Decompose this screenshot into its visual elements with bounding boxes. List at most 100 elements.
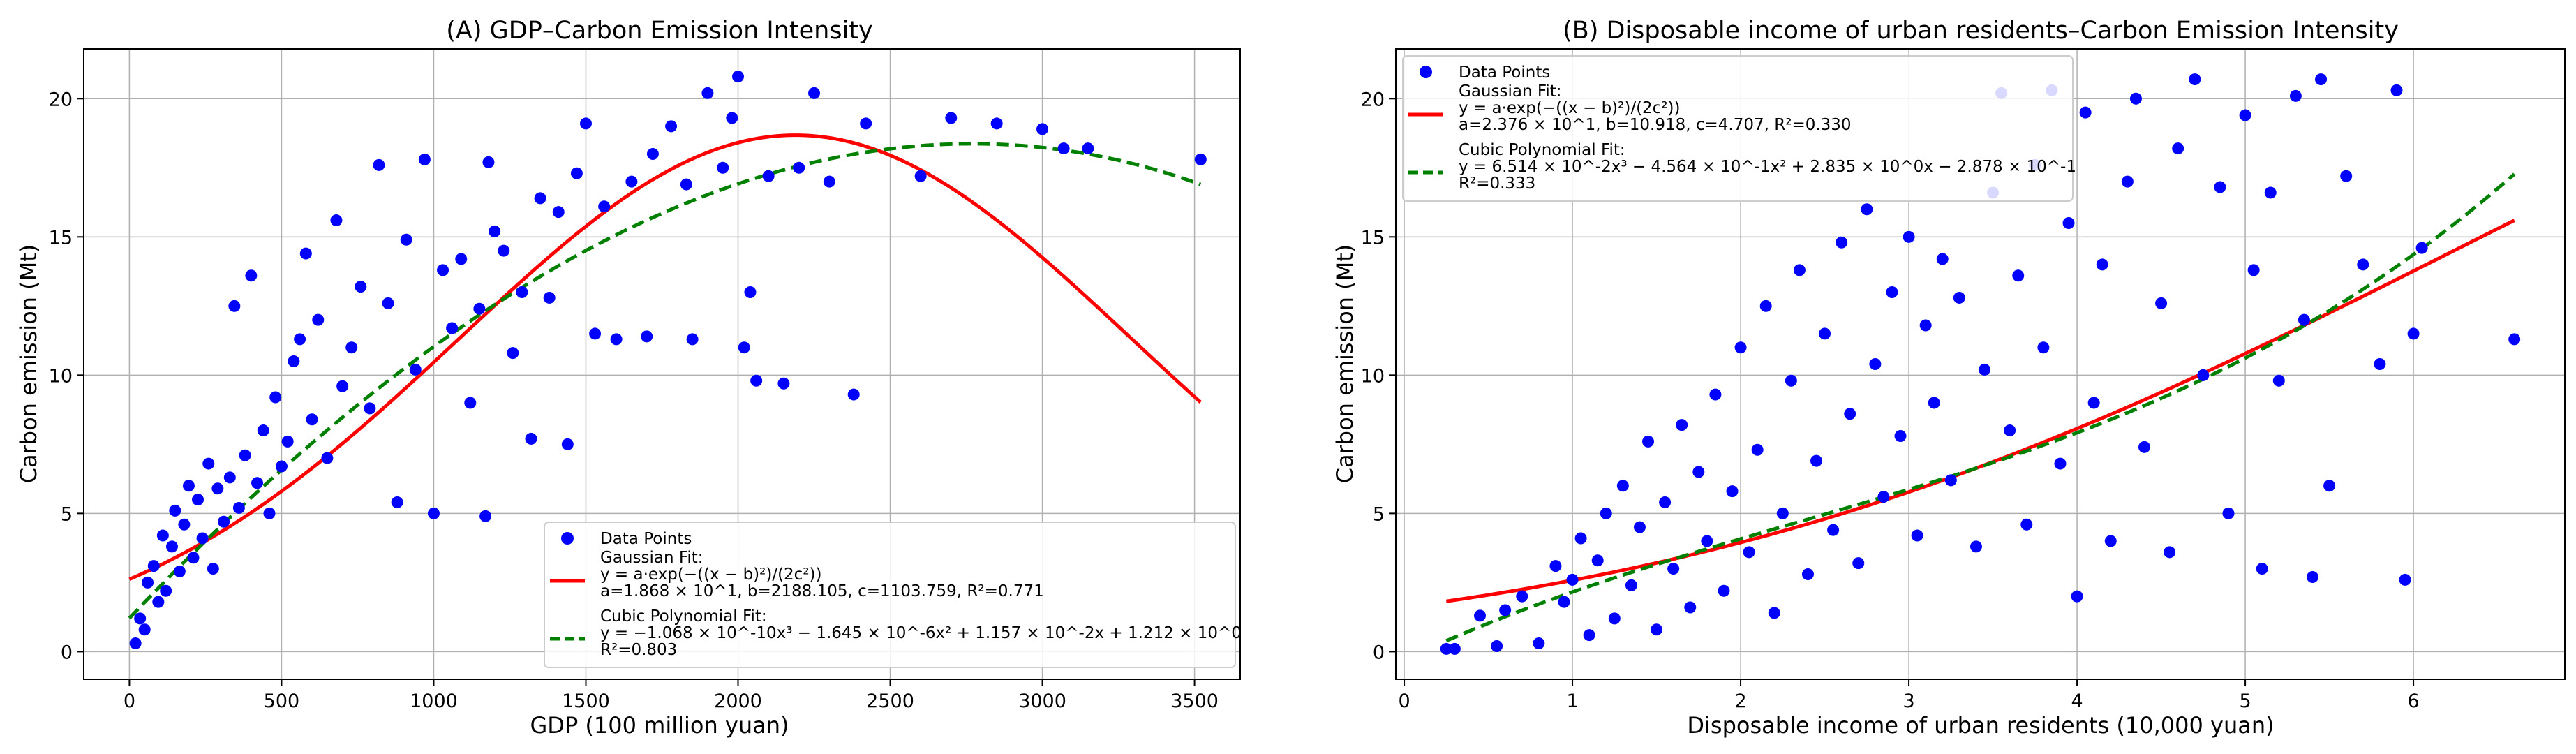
panel-a-data-point: [263, 507, 276, 519]
panel-a: (A) GDP–Carbon Emission Intensity 0 500 10…: [15, 17, 1242, 739]
panel-b-data-point: [2121, 175, 2134, 188]
panel-a-data-point: [686, 333, 699, 346]
panel-b-data-point: [1600, 507, 1612, 519]
panel-b-legend-points-label: Data Points: [1459, 64, 1550, 82]
panel-b-data-point: [1709, 388, 1722, 401]
panel-a-y-tick-label: 10: [49, 365, 73, 387]
panel-b-data-point: [1625, 579, 1637, 591]
panel-a-data-point: [437, 264, 449, 276]
panel-b-data-point: [2289, 89, 2302, 102]
panel-b-data-point: [1718, 584, 1730, 597]
panel-b-data-point: [1692, 466, 1705, 478]
panel-a-y-tick-label: 5: [61, 503, 73, 525]
panel-b-data-point: [1801, 568, 1814, 580]
panel-b-data-point: [1810, 454, 1823, 467]
panel-a-data-point: [732, 71, 745, 83]
panel-b-legend-marker-points: [1420, 66, 1432, 78]
panel-a-y-label: Carbon emission (Mt): [15, 244, 42, 484]
panel-b-data-point: [1549, 560, 1562, 572]
panel-b-legend-cubic-equation: y = 6.514 × 10^-2x³ − 4.564 × 10^-1x² + …: [1459, 158, 2076, 176]
panel-b-x-tick-label: 6: [2407, 690, 2419, 712]
panel-b-gaussian-name: Gaussian Fit: [1459, 82, 1556, 101]
panel-a-data-point: [1057, 142, 1070, 155]
panel-a-data-point: [299, 247, 312, 260]
panel-a-data-point: [382, 297, 394, 309]
panel-a-x-tick-label: 1500: [562, 690, 610, 712]
panel-b-data-point: [2306, 570, 2318, 583]
panel-a-x-tick-label: 2500: [866, 690, 914, 712]
panel-b-data-point: [1583, 629, 1595, 642]
panel-b-fit-lines: [1445, 172, 2516, 643]
panel-a-data-point: [156, 529, 169, 542]
panel-a-legend-cubic-r2: R²=0.803: [600, 641, 677, 659]
panel-a-gaussian-fit-line: [128, 133, 1202, 581]
panel-b-data-point: [1533, 637, 1545, 650]
panel-a-data-point: [269, 391, 282, 404]
panel-a-data-point: [464, 397, 477, 409]
panel-b-data-point: [1734, 341, 1747, 354]
panel-b-data-point: [1911, 529, 1923, 542]
panel-b-data-point: [2415, 242, 2428, 254]
panel-a-x-tick-label: 3000: [1018, 690, 1066, 712]
panel-b-data-point: [2197, 369, 2210, 381]
panel-a-data-point: [232, 501, 245, 514]
panel-b-data-point: [1474, 609, 1487, 622]
panel-b-data-point: [1676, 419, 1688, 431]
panel-a-data-point: [173, 566, 186, 578]
panel-a-data-point: [914, 170, 927, 182]
panel-a-data-point: [482, 156, 495, 168]
panel-b-x-tick-label: 1: [1566, 690, 1578, 712]
panel-a-data-point: [860, 117, 872, 130]
panel-a-data-point: [245, 269, 258, 282]
panel-a-data-point: [400, 233, 412, 246]
panel-a-data-point: [294, 333, 306, 346]
panel-a-data-point: [717, 161, 729, 174]
panel-a-data-point: [355, 281, 367, 293]
panel-a-data-point: [646, 148, 659, 160]
panel-a-data-point: [1194, 153, 1207, 165]
panel-a-data-point: [207, 563, 219, 575]
panel-a-data-point: [321, 452, 334, 464]
panel-b: (B) Disposable income of urban residents…: [1332, 17, 2566, 739]
panel-a-data-point: [641, 330, 653, 343]
panel-b-ticks: 0 1 2 3 4 5 6 0 5 10 15 20: [1361, 89, 2420, 712]
panel-a-data-point: [239, 449, 251, 461]
panel-a-data-point: [479, 510, 492, 522]
panel-a-data-point: [680, 178, 692, 191]
panel-a-data-point: [579, 117, 592, 130]
panel-b-y-label: Carbon emission (Mt): [1332, 244, 1358, 484]
panel-a-ticks: 0 500 1000 1500 2000 2500 3000 3500 0 5 10 15 20: [49, 89, 1219, 712]
panel-b-y-tick-label: 20: [1361, 89, 1385, 110]
panel-b-data-point: [1793, 264, 1806, 276]
panel-b-data-point: [2096, 258, 2108, 271]
panel-a-data-point: [192, 494, 204, 506]
panel-a-data-point: [373, 158, 385, 171]
panel-b-data-point: [1936, 253, 1949, 265]
panel-b-data-point: [1819, 327, 1831, 340]
panel-b-data-point: [1616, 480, 1629, 492]
panel-a-data-point: [306, 413, 318, 426]
panel-b-data-point: [1852, 557, 1865, 570]
panel-a-data-point: [543, 291, 556, 304]
panel-a-data-point: [129, 637, 142, 650]
panel-a-data-point: [211, 482, 224, 495]
panel-a-data-point: [134, 612, 147, 625]
panel-b-data-point: [1499, 604, 1512, 616]
panel-b-title: (B) Disposable income of urban residents…: [1563, 17, 2399, 45]
panel-a-data-point: [160, 584, 172, 597]
panel-a-legend-gaussian-label: Gaussian Fit:: [600, 549, 703, 567]
panel-b-x-tick-label: 3: [1903, 690, 1914, 712]
panel-a-data-point: [525, 432, 537, 445]
panel-b-data-point: [2129, 92, 2142, 105]
panel-b-x-tick-label: 0: [1398, 690, 1410, 712]
panel-a-data-point: [364, 402, 376, 415]
panel-b-data-point: [2087, 397, 2100, 409]
panel-b-data-point: [2020, 518, 2033, 531]
panel-b-data-point: [1869, 358, 1882, 370]
panel-b-data-point: [1440, 642, 1452, 655]
panel-a-data-point: [345, 341, 358, 354]
panel-b-data-point: [2390, 84, 2403, 96]
panel-a-data-point: [275, 460, 288, 473]
panel-a-data-point: [288, 355, 300, 368]
panel-a-data-point: [169, 504, 181, 517]
